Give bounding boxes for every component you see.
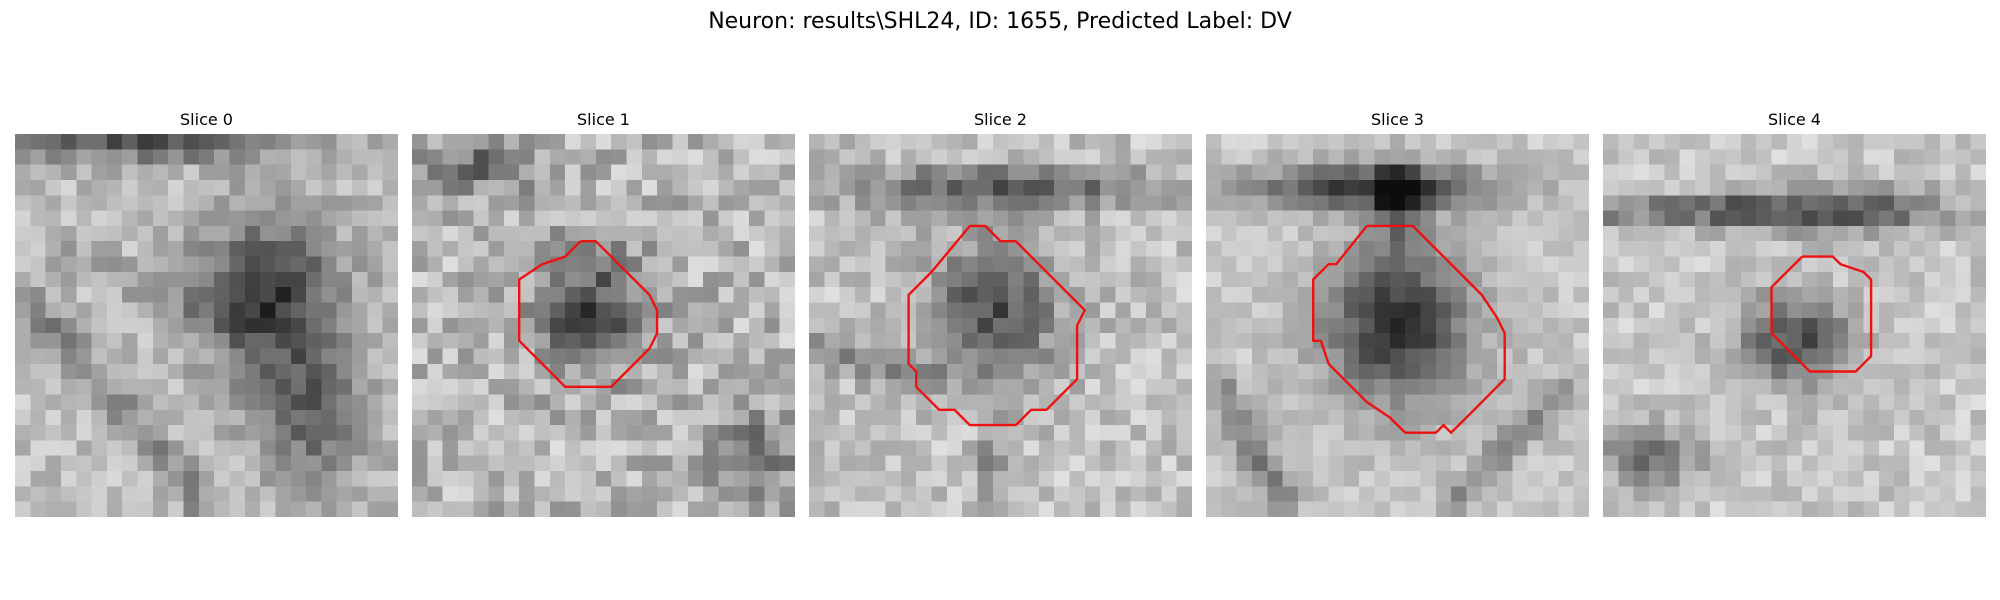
slice-title-0: Slice 0 [180, 110, 233, 129]
slice-image-4 [1603, 134, 1986, 517]
pixel-grid [15, 134, 398, 517]
slice-panel-3: Slice 3 [1206, 110, 1589, 517]
pixel-grid [1603, 134, 1986, 517]
slice-grayscale-image [1206, 134, 1589, 517]
neuron-contour [907, 224, 1086, 427]
slice-title-3: Slice 3 [1371, 110, 1424, 129]
slice-image-2 [809, 134, 1192, 517]
neuron-contour [1770, 255, 1873, 373]
slice-grayscale-image [1603, 134, 1986, 517]
figure-title: Neuron: results\SHL24, ID: 1655, Predict… [708, 9, 1292, 34]
slice-title-1: Slice 1 [577, 110, 630, 129]
slice-panel-2: Slice 2 [809, 110, 1192, 517]
pixel-grid [412, 134, 795, 517]
slice-grayscale-image [412, 134, 795, 517]
slice-image-3 [1206, 134, 1589, 517]
slice-panel-0: Slice 0 [15, 110, 398, 517]
pixel-grid [809, 134, 1192, 517]
slice-grayscale-image [15, 134, 398, 517]
slice-grayscale-image [809, 134, 1192, 517]
slice-title-4: Slice 4 [1768, 110, 1821, 129]
slice-panel-1: Slice 1 [412, 110, 795, 517]
slice-image-1 [412, 134, 795, 517]
slice-title-2: Slice 2 [974, 110, 1027, 129]
slice-image-0 [15, 134, 398, 517]
slice-panel-4: Slice 4 [1603, 110, 1986, 517]
pixel-grid [1206, 134, 1589, 517]
neuron-contour [1311, 224, 1506, 434]
neuron-contour [517, 239, 659, 389]
